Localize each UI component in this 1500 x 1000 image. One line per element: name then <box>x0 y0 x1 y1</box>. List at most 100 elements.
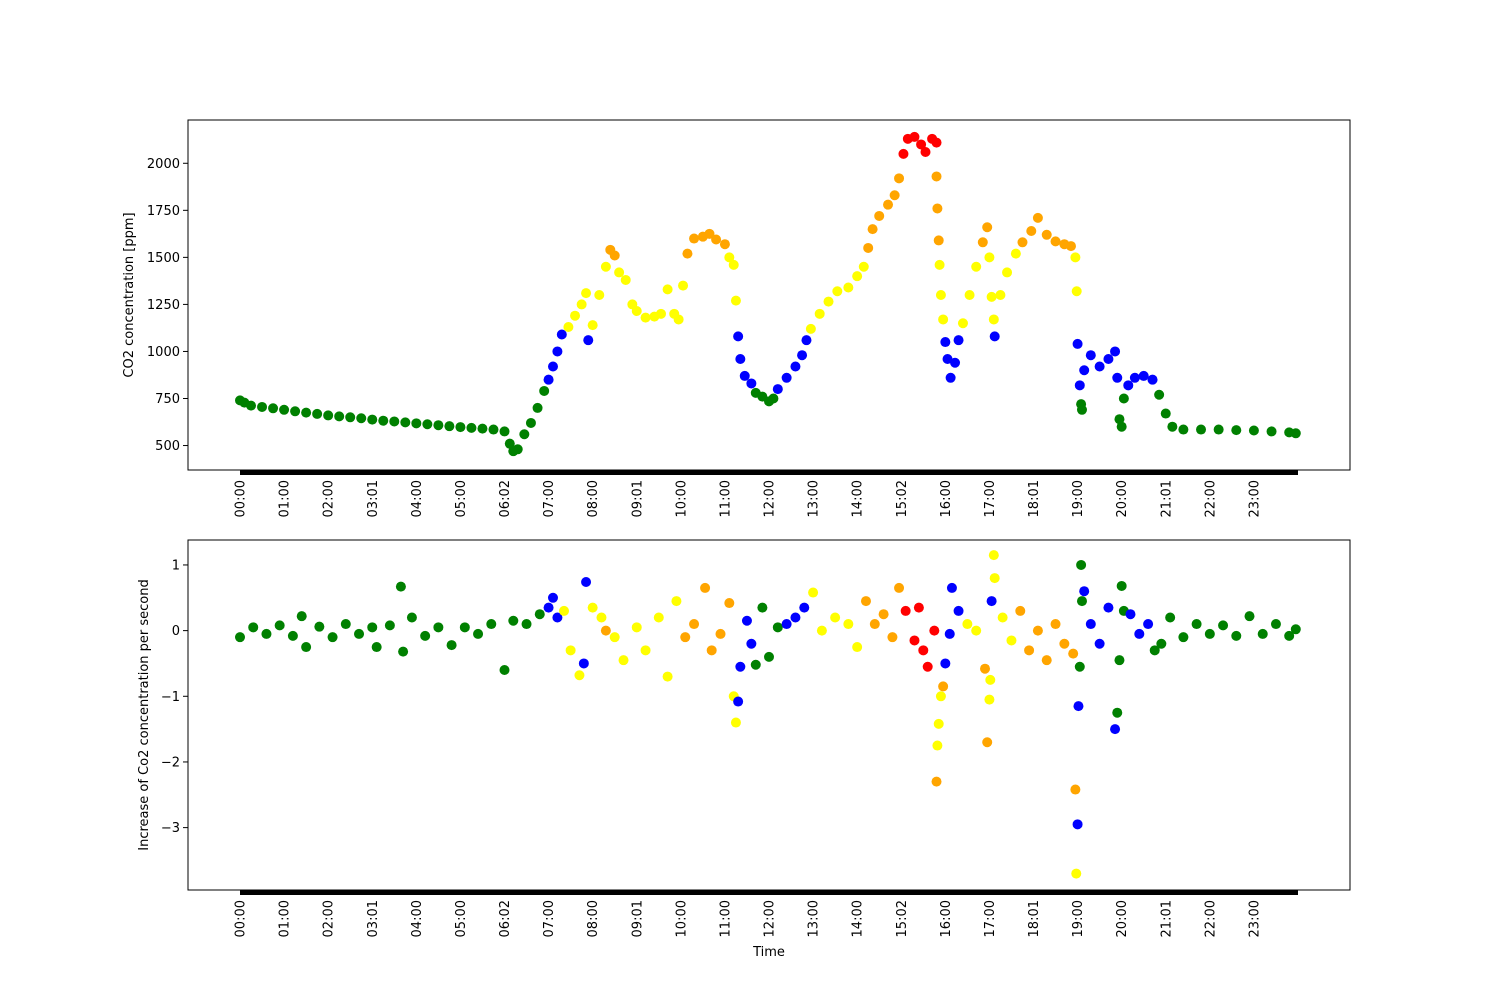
data-point <box>918 645 929 656</box>
data-point <box>950 357 961 368</box>
data-point <box>235 632 245 643</box>
data-point <box>988 550 999 561</box>
x-tick-label: 06:02 <box>498 900 513 937</box>
data-point <box>997 612 1008 623</box>
data-point <box>354 628 365 639</box>
data-point <box>596 612 607 623</box>
data-point <box>832 286 843 297</box>
data-point <box>1110 724 1121 735</box>
data-point <box>985 674 996 685</box>
data-point <box>957 318 968 329</box>
data-point <box>519 429 530 440</box>
data-point <box>420 630 431 641</box>
data-point <box>473 628 484 639</box>
x-tick-label: 02:00 <box>322 900 337 937</box>
data-point <box>730 717 741 728</box>
data-point <box>398 646 409 657</box>
data-point <box>406 612 417 623</box>
data-point <box>578 658 589 669</box>
data-point <box>1154 389 1165 400</box>
data-point <box>823 296 834 307</box>
data-point <box>290 406 301 417</box>
data-point <box>384 620 395 631</box>
y-tick-label: −2 <box>161 755 180 770</box>
data-point <box>909 131 920 142</box>
data-point <box>673 314 684 325</box>
data-point <box>962 619 973 630</box>
data-point <box>1072 338 1083 349</box>
x-tick-label: 16:00 <box>939 900 954 937</box>
data-point <box>1050 619 1061 630</box>
data-point <box>301 642 312 653</box>
data-point <box>532 402 543 413</box>
data-point <box>1112 372 1123 383</box>
data-point <box>735 661 746 672</box>
data-point <box>609 250 620 261</box>
data-point <box>1290 428 1301 439</box>
y-tick-label: 1500 <box>147 251 180 266</box>
data-point <box>301 407 312 418</box>
x-tick-label: 07:00 <box>542 900 557 937</box>
x-tick-label: 21:01 <box>1159 900 1174 937</box>
data-point <box>852 271 863 282</box>
data-point <box>367 622 378 633</box>
data-point <box>964 290 975 300</box>
x-tick-band <box>240 890 1298 895</box>
data-point <box>340 619 351 630</box>
data-point <box>1114 414 1125 425</box>
x-tick-label: 14:00 <box>851 480 866 517</box>
x-tick-label: 11:00 <box>718 480 733 517</box>
x-tick-label: 10:00 <box>674 480 689 517</box>
data-point <box>1041 229 1052 240</box>
data-point <box>715 628 726 639</box>
data-point <box>920 146 931 157</box>
x-tick-label: 07:00 <box>542 480 557 517</box>
rate-x-axis: 00:00 01:00 02:00 03:01 04:00 05:00 06:02 07:00… <box>234 890 1298 937</box>
data-point <box>860 596 871 607</box>
data-point <box>945 372 956 383</box>
data-point <box>631 622 642 633</box>
data-point <box>565 645 576 656</box>
data-point <box>543 602 554 613</box>
data-point <box>274 620 285 631</box>
data-point <box>781 619 792 630</box>
data-point <box>1059 638 1070 649</box>
data-point <box>797 350 808 361</box>
x-tick-label: 00:00 <box>234 900 249 937</box>
data-point <box>455 422 466 433</box>
data-point <box>894 173 905 184</box>
data-point <box>739 370 750 381</box>
data-point <box>1079 586 1090 597</box>
data-point <box>989 331 1000 342</box>
x-tick-label: 02:00 <box>322 480 337 517</box>
data-point <box>931 171 942 182</box>
rate-y-axis: 1 0 −1 −2 −3 <box>161 558 188 836</box>
data-point <box>889 190 900 201</box>
x-tick-label: 11:00 <box>718 900 733 937</box>
data-point <box>246 400 257 411</box>
data-point <box>735 353 746 364</box>
data-point <box>1231 425 1242 436</box>
data-point <box>559 605 570 616</box>
data-point <box>576 299 587 310</box>
data-point <box>640 645 651 656</box>
data-point <box>984 694 995 705</box>
data-point <box>371 642 382 653</box>
data-point <box>704 228 715 239</box>
data-point <box>620 274 631 285</box>
data-point <box>296 611 307 622</box>
data-point <box>477 423 488 434</box>
data-point <box>733 331 744 342</box>
x-tick-label: 18:01 <box>1027 900 1042 937</box>
data-point <box>1041 655 1052 666</box>
data-point <box>689 233 700 244</box>
data-point <box>1032 212 1043 223</box>
data-point <box>327 632 338 643</box>
data-point <box>1076 596 1087 607</box>
x-tick-label: 09:01 <box>630 480 645 517</box>
data-point <box>986 291 997 302</box>
data-point <box>279 404 290 415</box>
data-point <box>1129 372 1140 383</box>
x-tick-label: 08:00 <box>586 900 601 937</box>
